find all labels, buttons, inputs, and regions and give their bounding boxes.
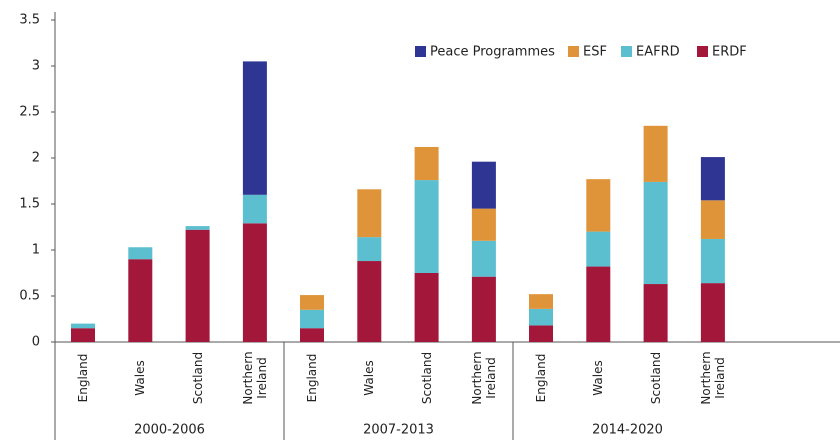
x-tick-label: Wales [362, 360, 377, 396]
x-tick-label: Wales [591, 360, 606, 396]
bar-segment [185, 229, 210, 342]
y-tick-label: 2 [32, 151, 40, 166]
x-tick-label: England [76, 353, 90, 403]
bar-segment [414, 180, 439, 273]
bar-segment [700, 283, 725, 342]
x-tick-label: Northern Ireland [698, 351, 727, 405]
x-tick-label: Northern Ireland [469, 351, 498, 405]
legend-swatch [621, 46, 632, 57]
x-tick-label: Scotland [648, 351, 663, 405]
x-tick-label: England [305, 353, 319, 403]
y-tick-label: 1.5 [19, 197, 40, 212]
bar-segment [529, 294, 553, 309]
bar-segment [700, 238, 725, 284]
group-label: 2007-2013 [363, 423, 434, 438]
bar-segment [128, 247, 153, 260]
bar-segment [414, 273, 439, 342]
legend-swatch [568, 46, 579, 57]
bar-segment [357, 261, 382, 342]
bar-segment [71, 328, 95, 342]
bar-segment [300, 295, 324, 310]
bar-segment [586, 231, 611, 267]
group-label: 2000-2006 [134, 423, 205, 438]
legend-label: ERDF [712, 45, 747, 60]
bar-segment [643, 181, 668, 285]
bar-segment [586, 266, 611, 342]
bar-segment [300, 328, 324, 342]
bar-segment [586, 179, 611, 232]
y-tick-label: 2.5 [19, 105, 40, 120]
x-tick-label: Scotland [419, 351, 434, 405]
bar-segment [471, 276, 496, 342]
legend-label: EAFRD [636, 45, 680, 60]
bar-segment [71, 323, 95, 329]
bar-segment [300, 309, 324, 329]
x-tick-label: England [534, 353, 548, 403]
y-tick-label: 3.5 [19, 13, 40, 28]
bar-segment [643, 125, 668, 182]
bar-segment [128, 259, 153, 342]
y-tick-label: 0 [32, 335, 40, 350]
y-tick-label: 0.5 [19, 289, 40, 304]
bar-segment [242, 194, 267, 224]
bar-segment [357, 237, 382, 262]
group-label: 2014-2020 [592, 423, 663, 438]
bar-segment [700, 157, 725, 201]
bar-segment [357, 189, 382, 238]
y-tick-label: 1 [32, 243, 40, 258]
bar-segment [643, 284, 668, 342]
bar-segment [242, 223, 267, 342]
bar-segment [471, 208, 496, 241]
legend-swatch [697, 46, 708, 57]
bar-segment [529, 325, 553, 342]
bar-segment [471, 161, 496, 209]
bar-segment [414, 146, 439, 181]
legend-swatch [415, 46, 426, 57]
legend-label: Peace Programmes [430, 45, 555, 60]
x-tick-label: Wales [133, 360, 148, 396]
bar-segment [529, 308, 553, 326]
x-tick-label: Scotland [190, 351, 205, 405]
bar-segment [185, 226, 210, 230]
bar-segment [700, 200, 725, 239]
bar-segment [471, 240, 496, 277]
bar-segment [242, 61, 267, 195]
legend-label: ESF [583, 45, 607, 60]
y-tick-label: 3 [32, 59, 40, 74]
x-tick-label: Northern Ireland [240, 351, 269, 405]
